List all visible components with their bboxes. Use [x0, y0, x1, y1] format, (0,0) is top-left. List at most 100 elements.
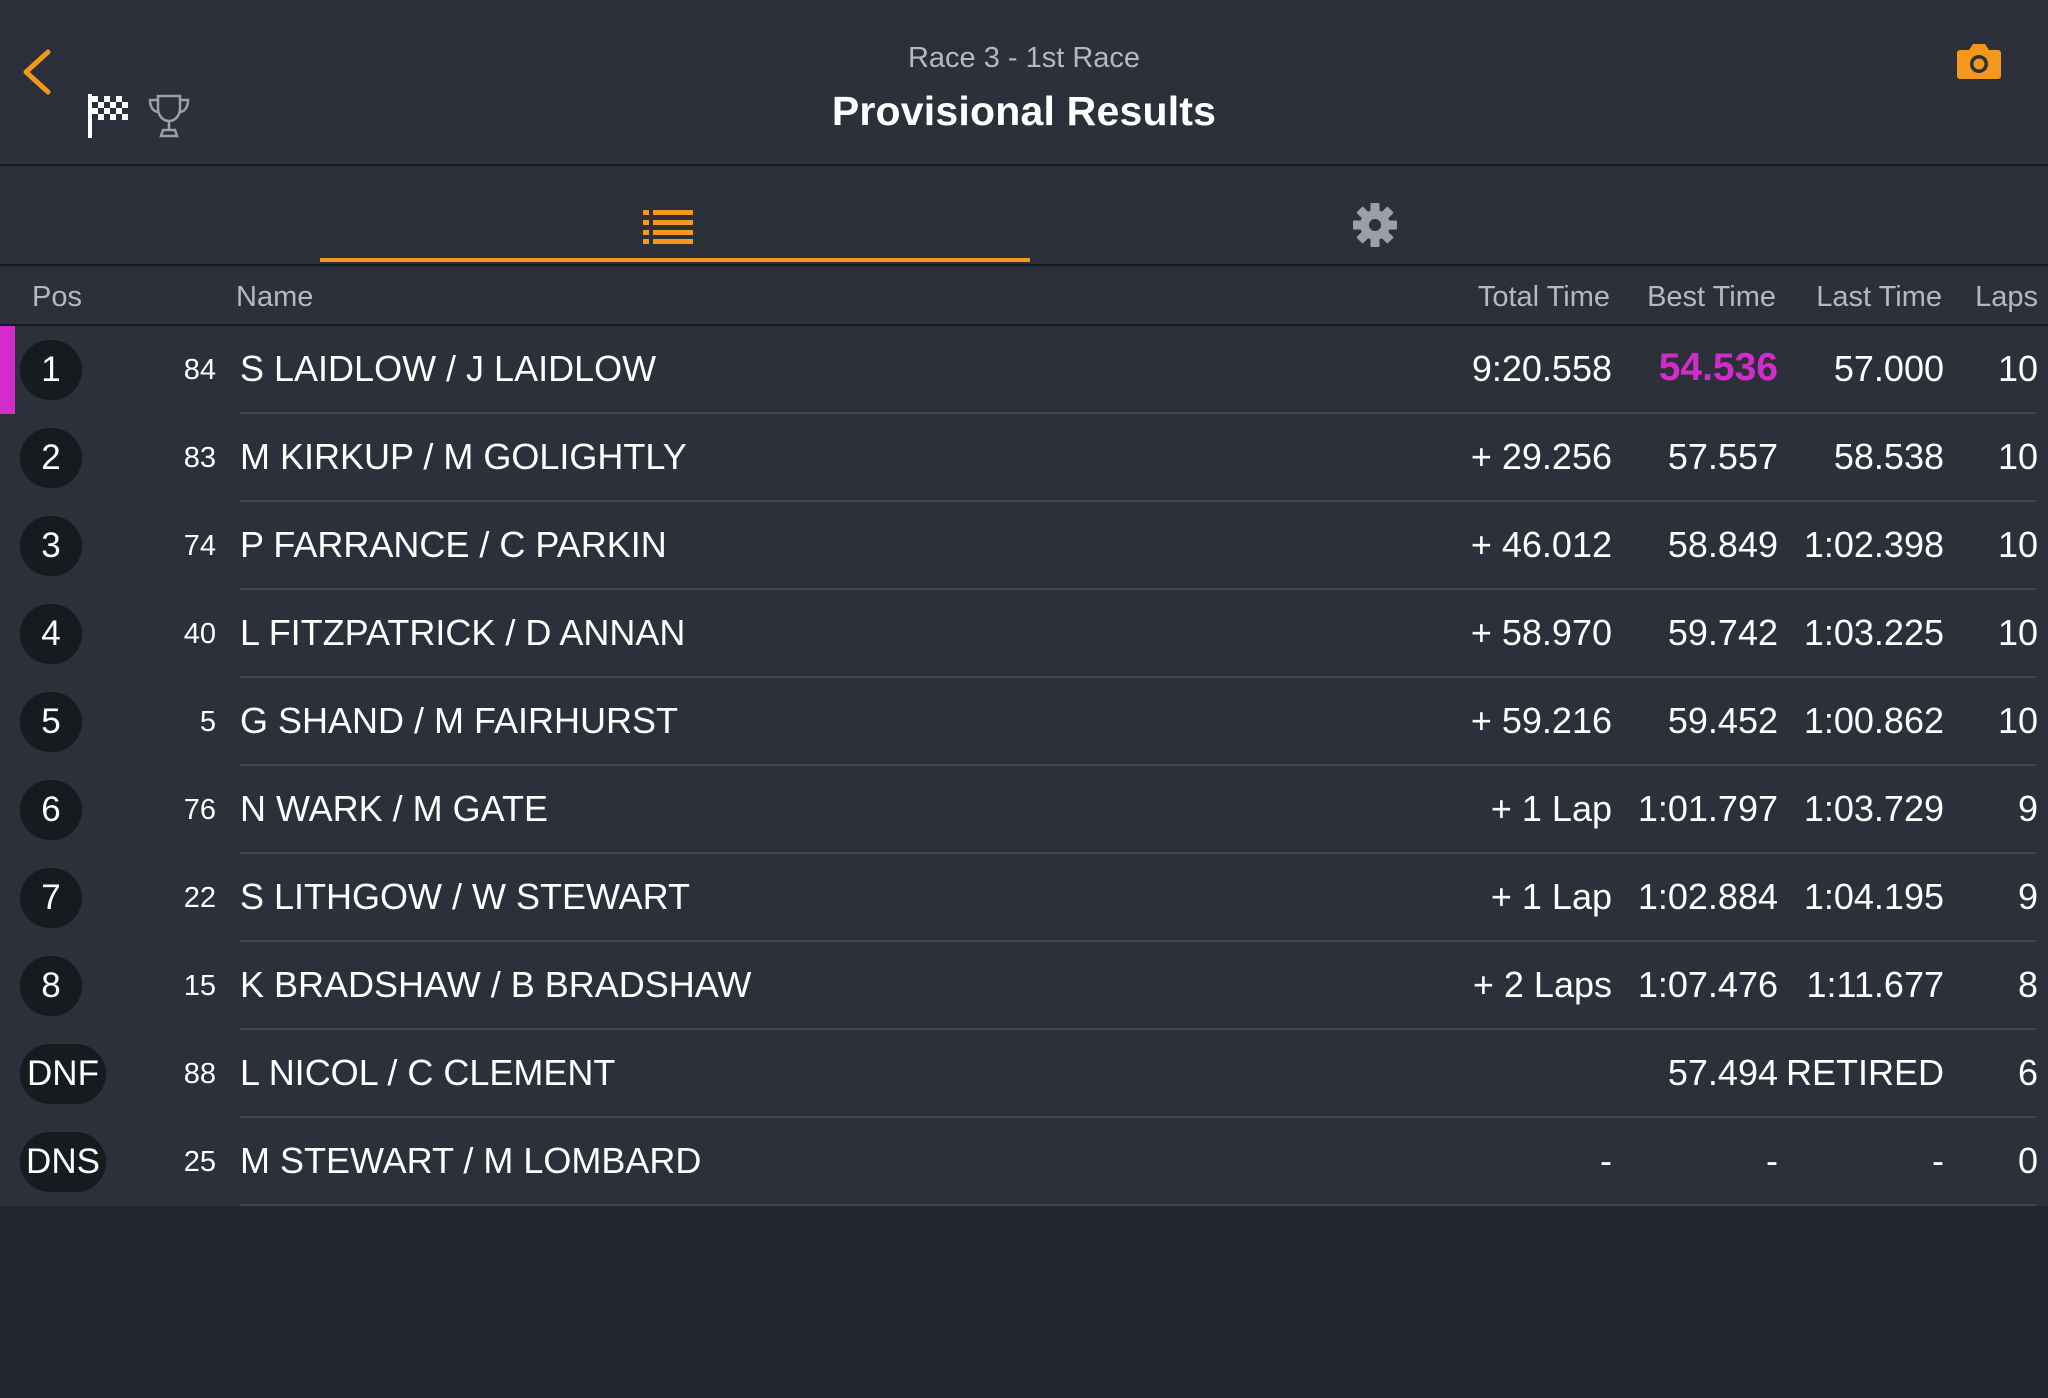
back-chevron-icon[interactable]: [14, 44, 62, 100]
car-number: 40: [183, 618, 216, 650]
total-time: + 59.216: [1470, 700, 1612, 741]
row-divider: [240, 1204, 2036, 1206]
tab-settings[interactable]: [1030, 166, 1720, 264]
best-time: 1:01.797: [1637, 788, 1778, 829]
position-badge: DNS: [20, 1132, 106, 1192]
table-row[interactable]: 5 5 G SHAND / M FAIRHURST + 59.216 59.45…: [0, 678, 2048, 766]
last-time: 57.000: [1833, 348, 1944, 389]
last-time: 1:03.729: [1803, 788, 1944, 829]
results-table-header: Pos Name Total Time Best Time Last Time …: [0, 266, 2048, 326]
car-number: 15: [183, 970, 216, 1002]
column-header-total-time[interactable]: Total Time: [1477, 281, 1610, 313]
laps-count: 9: [2017, 788, 2038, 829]
checkered-flag-icon[interactable]: [86, 92, 132, 140]
position-badge: 5: [20, 692, 82, 752]
tab-bar: [0, 166, 2048, 266]
table-row[interactable]: 6 76 N WARK / M GATE + 1 Lap 1:01.797 1:…: [0, 766, 2048, 854]
car-number: 83: [183, 442, 216, 474]
car-number: 74: [183, 530, 216, 562]
leader-marker: [0, 326, 15, 414]
best-time: 58.849: [1667, 524, 1778, 565]
table-row[interactable]: 4 40 L FITZPATRICK / D ANNAN + 58.970 59…: [0, 590, 2048, 678]
total-time: + 58.970: [1470, 612, 1612, 653]
last-time: 1:00.862: [1803, 700, 1944, 741]
total-time: 9:20.558: [1471, 348, 1612, 389]
total-time: -: [1600, 1140, 1612, 1181]
total-time: + 1 Lap: [1490, 876, 1612, 917]
laps-count: 10: [1997, 700, 2038, 741]
position-badge: 2: [20, 428, 82, 488]
last-time: 58.538: [1833, 436, 1944, 477]
car-number: 22: [183, 882, 216, 914]
total-time: + 46.012: [1470, 524, 1612, 565]
table-row[interactable]: 7 22 S LITHGOW / W STEWART + 1 Lap 1:02.…: [0, 854, 2048, 942]
table-row[interactable]: DNF 88 L NICOL / C CLEMENT 57.494 RETIRE…: [0, 1030, 2048, 1118]
laps-count: 10: [1997, 436, 2038, 477]
position-badge: 1: [20, 340, 82, 400]
last-time: 1:04.195: [1803, 876, 1944, 917]
best-time: -: [1766, 1140, 1778, 1181]
position-badge: 4: [20, 604, 82, 664]
table-row[interactable]: DNS 25 M STEWART / M LOMBARD - - - 0: [0, 1118, 2048, 1206]
row-divider: [240, 500, 2036, 502]
position-badge: 6: [20, 780, 82, 840]
total-time: + 1 Lap: [1490, 788, 1612, 829]
car-number: 84: [183, 354, 216, 386]
column-header-laps[interactable]: Laps: [1975, 281, 2038, 313]
camera-icon[interactable]: [1954, 36, 2004, 86]
position-badge: 8: [20, 956, 82, 1016]
driver-names: G SHAND / M FAIRHURST: [240, 700, 679, 741]
car-number: 25: [183, 1146, 216, 1178]
laps-count: 10: [1997, 612, 2038, 653]
laps-count: 9: [2017, 876, 2038, 917]
car-number: 88: [183, 1058, 216, 1090]
last-time: RETIRED: [1785, 1052, 1944, 1093]
column-header-name[interactable]: Name: [236, 281, 314, 313]
driver-names: L FITZPATRICK / D ANNAN: [240, 612, 686, 653]
row-divider: [240, 940, 2036, 942]
row-divider: [240, 764, 2036, 766]
last-time: -: [1932, 1140, 1944, 1181]
race-subtitle: Race 3 - 1st Race: [907, 42, 1141, 74]
column-header-pos[interactable]: Pos: [32, 281, 82, 313]
total-time: + 2 Laps: [1472, 964, 1612, 1005]
driver-names: P FARRANCE / C PARKIN: [240, 524, 667, 565]
best-time: 1:07.476: [1637, 964, 1778, 1005]
row-divider: [240, 588, 2036, 590]
page-title: Provisional Results: [831, 88, 1217, 134]
best-time: 59.742: [1667, 612, 1778, 653]
last-time: 1:11.677: [1806, 964, 1944, 1005]
row-divider: [240, 852, 2036, 854]
position-badge: 7: [20, 868, 82, 928]
table-row[interactable]: 1 84 S LAIDLOW / J LAIDLOW 9:20.558 54.5…: [0, 326, 2048, 414]
driver-names: M STEWART / M LOMBARD: [240, 1140, 702, 1181]
active-tab-indicator: [320, 258, 1030, 262]
row-divider: [240, 676, 2036, 678]
row-divider: [240, 1116, 2036, 1118]
column-header-best-time[interactable]: Best Time: [1647, 281, 1776, 313]
table-row[interactable]: 2 83 M KIRKUP / M GOLIGHTLY + 29.256 57.…: [0, 414, 2048, 502]
driver-names: S LITHGOW / W STEWART: [240, 876, 690, 917]
last-time: 1:02.398: [1803, 524, 1944, 565]
best-time: 59.452: [1667, 700, 1778, 741]
column-header-last-time[interactable]: Last Time: [1816, 281, 1942, 313]
laps-count: 10: [1997, 524, 2038, 565]
driver-names: K BRADSHAW / B BRADSHAW: [240, 964, 752, 1005]
best-time: 1:02.884: [1637, 876, 1778, 917]
driver-names: L NICOL / C CLEMENT: [240, 1052, 616, 1093]
driver-names: S LAIDLOW / J LAIDLOW: [240, 348, 657, 389]
trophy-icon[interactable]: [146, 92, 192, 140]
total-time: + 29.256: [1470, 436, 1612, 477]
driver-names: M KIRKUP / M GOLIGHTLY: [240, 436, 687, 477]
tab-results-list[interactable]: [320, 166, 1030, 264]
position-badge: 3: [20, 516, 82, 576]
table-row[interactable]: 3 74 P FARRANCE / C PARKIN + 46.012 58.8…: [0, 502, 2048, 590]
table-row[interactable]: 8 15 K BRADSHAW / B BRADSHAW + 2 Laps 1:…: [0, 942, 2048, 1030]
header-bar: Race 3 - 1st Race Provisional Results: [0, 0, 2048, 166]
best-time: 57.557: [1667, 436, 1778, 477]
car-number: 76: [183, 794, 216, 826]
row-divider: [240, 1028, 2036, 1030]
empty-area: [0, 1206, 2048, 1398]
results-table-body: 1 84 S LAIDLOW / J LAIDLOW 9:20.558 54.5…: [0, 326, 2048, 1206]
position-badge: DNF: [20, 1044, 106, 1104]
